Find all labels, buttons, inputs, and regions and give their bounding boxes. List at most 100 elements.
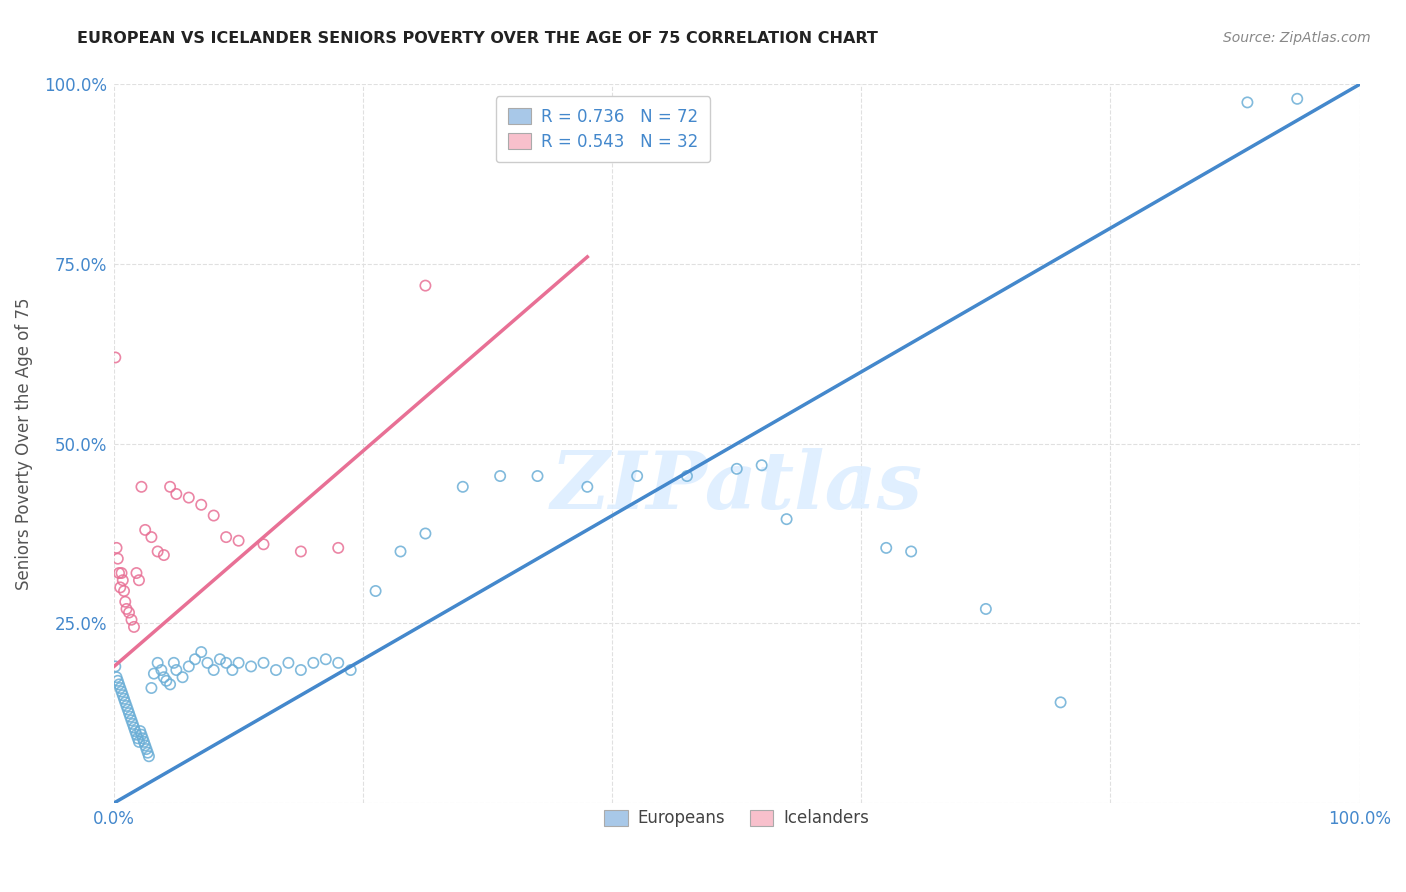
Point xyxy=(128,573,150,587)
Point xyxy=(118,606,141,620)
Point xyxy=(153,548,176,562)
Point xyxy=(576,480,599,494)
Point xyxy=(110,581,132,595)
Point xyxy=(121,717,143,731)
Point xyxy=(141,530,163,544)
Point xyxy=(177,491,200,505)
Point xyxy=(626,469,648,483)
Point xyxy=(1286,92,1309,106)
Point xyxy=(190,498,212,512)
Point xyxy=(131,480,153,494)
Point xyxy=(676,469,699,483)
Point xyxy=(115,698,138,713)
Point xyxy=(415,526,437,541)
Point xyxy=(900,544,922,558)
Point xyxy=(252,656,274,670)
Point xyxy=(136,746,159,760)
Point xyxy=(111,573,134,587)
Point xyxy=(108,677,131,691)
Point xyxy=(107,551,129,566)
Point xyxy=(129,724,152,739)
Point xyxy=(974,602,997,616)
Point xyxy=(124,724,146,739)
Point xyxy=(1236,95,1258,110)
Point xyxy=(110,566,132,580)
Point xyxy=(240,659,263,673)
Point xyxy=(215,656,238,670)
Point xyxy=(107,673,129,688)
Point xyxy=(328,656,350,670)
Point xyxy=(290,544,312,558)
Point xyxy=(120,710,142,724)
Point xyxy=(134,523,156,537)
Point xyxy=(105,541,128,555)
Point xyxy=(127,731,149,746)
Point xyxy=(121,613,143,627)
Point xyxy=(364,584,387,599)
Point xyxy=(114,595,136,609)
Point xyxy=(118,706,141,720)
Point xyxy=(172,670,194,684)
Point xyxy=(131,731,153,746)
Point xyxy=(122,721,145,735)
Point xyxy=(339,663,361,677)
Point xyxy=(105,670,128,684)
Point xyxy=(775,512,797,526)
Point xyxy=(153,670,176,684)
Point xyxy=(122,620,145,634)
Point xyxy=(228,533,250,548)
Point xyxy=(451,480,474,494)
Point xyxy=(290,663,312,677)
Y-axis label: Seniors Poverty Over the Age of 75: Seniors Poverty Over the Age of 75 xyxy=(15,297,32,590)
Point xyxy=(121,714,143,728)
Text: ZIPatlas: ZIPatlas xyxy=(551,448,922,525)
Text: EUROPEAN VS ICELANDER SENIORS POVERTY OVER THE AGE OF 75 CORRELATION CHART: EUROPEAN VS ICELANDER SENIORS POVERTY OV… xyxy=(77,31,879,46)
Point xyxy=(221,663,243,677)
Point xyxy=(125,728,148,742)
Point xyxy=(302,656,325,670)
Point xyxy=(114,695,136,709)
Point xyxy=(115,602,138,616)
Point xyxy=(112,691,135,706)
Point xyxy=(264,663,287,677)
Point xyxy=(725,462,748,476)
Point xyxy=(159,677,181,691)
Point xyxy=(277,656,299,670)
Point xyxy=(104,351,127,365)
Point xyxy=(252,537,274,551)
Point xyxy=(163,656,186,670)
Point xyxy=(159,480,181,494)
Point xyxy=(110,684,132,698)
Point xyxy=(131,728,153,742)
Point xyxy=(751,458,773,473)
Point xyxy=(142,666,165,681)
Point xyxy=(165,663,187,677)
Point xyxy=(104,659,127,673)
Point xyxy=(125,566,148,580)
Point xyxy=(108,566,131,580)
Point xyxy=(489,469,512,483)
Point xyxy=(202,663,225,677)
Text: Source: ZipAtlas.com: Source: ZipAtlas.com xyxy=(1223,31,1371,45)
Point xyxy=(526,469,548,483)
Point xyxy=(132,735,155,749)
Point xyxy=(415,278,437,293)
Point xyxy=(1049,695,1071,709)
Point xyxy=(526,110,548,124)
Point xyxy=(875,541,897,555)
Point xyxy=(155,673,177,688)
Point xyxy=(146,544,169,558)
Point xyxy=(134,739,156,753)
Point xyxy=(146,656,169,670)
Point xyxy=(177,659,200,673)
Point xyxy=(228,656,250,670)
Point xyxy=(184,652,207,666)
Point xyxy=(328,541,350,555)
Point xyxy=(165,487,187,501)
Point xyxy=(141,681,163,695)
Point xyxy=(150,663,173,677)
Point xyxy=(197,656,219,670)
Point xyxy=(110,681,132,695)
Point xyxy=(111,688,134,702)
Point xyxy=(202,508,225,523)
